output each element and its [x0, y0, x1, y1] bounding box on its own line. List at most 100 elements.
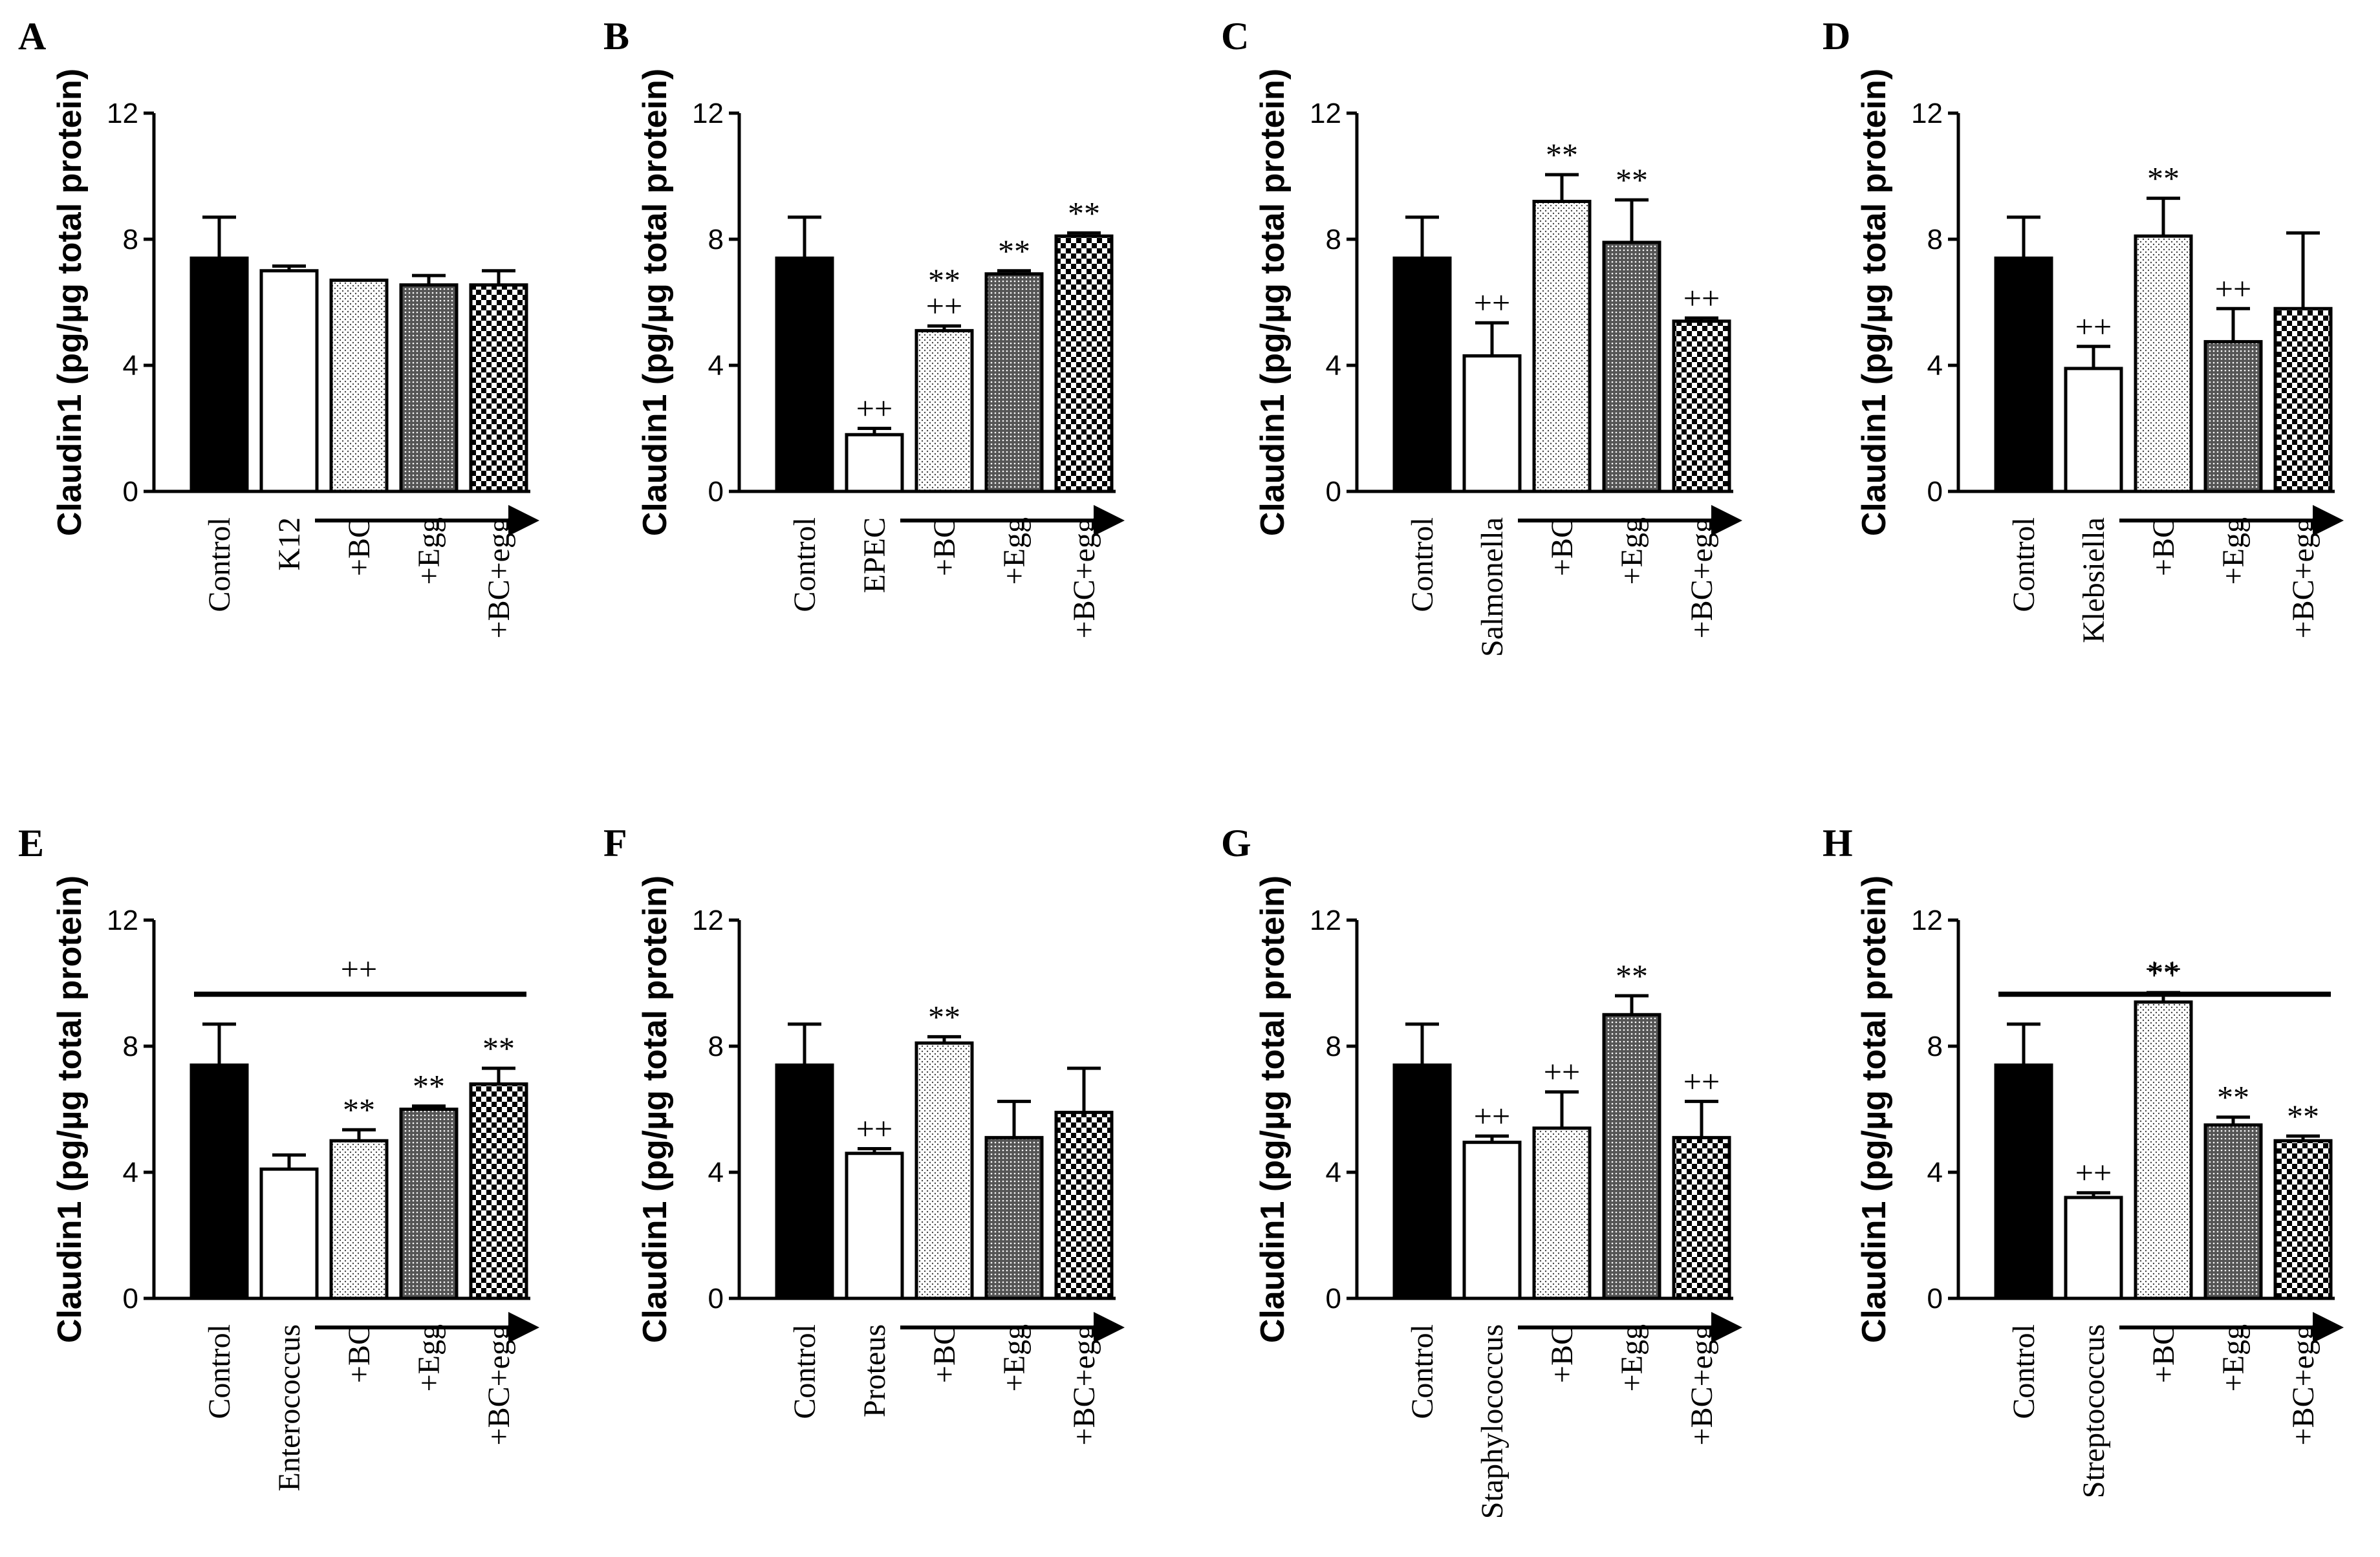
y-tick-label: 12	[107, 98, 138, 129]
y-tick-label: 8	[123, 224, 138, 255]
significance-label: **	[1616, 162, 1648, 198]
x-category-label: +BC	[1545, 517, 1579, 576]
y-tick-label: 8	[123, 1031, 138, 1062]
bar	[189, 1063, 249, 1300]
bar	[1672, 1135, 1731, 1300]
y-tick-label: 12	[1310, 905, 1341, 936]
bar	[845, 433, 904, 493]
panel-letter: C	[1221, 15, 1249, 58]
x-category-label: Proteus	[858, 1324, 892, 1417]
significance-label: **	[482, 1030, 515, 1066]
bar	[845, 1152, 904, 1300]
y-axis-label: Claudin1 (pg/µg total protein)	[51, 69, 89, 536]
y-tick-label: 8	[1326, 1031, 1341, 1062]
x-category-label: +Egg	[1615, 517, 1649, 585]
significance-label: ++	[926, 288, 962, 324]
y-tick-label: 4	[708, 350, 724, 381]
y-tick-label: 12	[107, 905, 138, 936]
y-tick-label: 4	[1927, 350, 1943, 381]
significance-label: **	[413, 1068, 445, 1104]
bar	[1994, 256, 2053, 493]
panel-letter: G	[1221, 822, 1251, 864]
x-category-label: Klebsiella	[2077, 517, 2111, 643]
bar	[1532, 200, 1592, 493]
y-tick-label: 12	[1911, 98, 1943, 129]
bar	[399, 283, 459, 493]
x-category-label: +Egg	[412, 517, 446, 585]
x-category-label: +BC+egg	[482, 517, 516, 638]
x-category-label: Control	[2007, 1324, 2041, 1419]
bar	[1602, 241, 1661, 493]
x-category-label: Control	[2007, 517, 2041, 612]
significance-label: **	[1616, 958, 1648, 994]
bar	[1462, 354, 1522, 493]
bar	[914, 328, 974, 493]
bar	[1462, 1141, 1522, 1300]
x-category-label: +BC	[927, 1324, 962, 1383]
bar	[259, 269, 319, 493]
y-tick-label: 4	[1326, 350, 1341, 381]
significance-label: ++	[856, 1110, 892, 1146]
bar	[914, 1041, 974, 1300]
x-category-label: +BC+egg	[1067, 1324, 1101, 1445]
x-category-label: +Egg	[2216, 1324, 2251, 1391]
y-tick-label: 4	[123, 350, 138, 381]
x-category-label: +BC	[342, 1324, 376, 1383]
bar	[2273, 306, 2333, 493]
significance-label: ++	[1474, 1098, 1510, 1134]
x-category-label: Control	[202, 1324, 237, 1419]
bar	[984, 272, 1044, 493]
panel-letter: E	[18, 822, 44, 864]
significance-label: ++	[2075, 308, 2112, 345]
x-category-label: +BC	[1545, 1324, 1579, 1383]
y-axis-label: Claudin1 (pg/µg total protein)	[1855, 69, 1893, 536]
bar	[189, 256, 249, 493]
x-category-label: +Egg	[997, 1324, 1032, 1391]
y-tick-label: 8	[708, 224, 724, 255]
bar	[1392, 1063, 1452, 1300]
x-category-label: EPEC	[858, 517, 892, 593]
bar	[2064, 367, 2123, 493]
bar	[2203, 1123, 2263, 1300]
bar	[775, 256, 834, 493]
y-tick-label: 8	[708, 1031, 724, 1062]
significance-label: ++	[1474, 285, 1510, 321]
bar	[1602, 1013, 1661, 1300]
y-tick-label: 0	[708, 1283, 724, 1315]
bar	[1054, 1110, 1114, 1300]
x-category-label: +Egg	[997, 517, 1032, 585]
significance-label: **	[928, 262, 960, 298]
y-tick-label: 12	[692, 98, 724, 129]
x-category-label: +Egg	[1615, 1324, 1649, 1391]
panel-letter: H	[1823, 822, 1853, 864]
y-tick-label: 0	[1326, 476, 1341, 508]
x-category-label: Streptococcus	[2077, 1324, 2111, 1498]
x-category-label: +BC+egg	[1685, 517, 1719, 638]
significance-label: ++	[1683, 280, 1720, 316]
x-category-label: Control	[1405, 1324, 1440, 1419]
significance-label: ++	[856, 391, 892, 427]
y-tick-label: 0	[1927, 476, 1943, 508]
significance-label: **	[998, 233, 1030, 269]
y-tick-label: 12	[1310, 98, 1341, 129]
bar	[1672, 319, 1731, 493]
panel-letter: D	[1823, 15, 1850, 58]
x-category-label: +BC+egg	[1685, 1324, 1719, 1445]
panel-letter: F	[603, 822, 627, 864]
significance-label: ++	[1544, 1054, 1580, 1090]
bar	[1994, 1063, 2053, 1300]
bar	[2203, 339, 2263, 493]
y-tick-label: 8	[1326, 224, 1341, 255]
significance-label: ++	[2075, 1155, 2112, 1191]
bar	[469, 1082, 528, 1300]
x-category-label: +Egg	[412, 1324, 446, 1391]
significance-label: ++	[1683, 1063, 1720, 1099]
y-tick-label: 12	[692, 905, 724, 936]
x-category-label: Control	[202, 517, 237, 612]
y-tick-label: 4	[123, 1157, 138, 1188]
